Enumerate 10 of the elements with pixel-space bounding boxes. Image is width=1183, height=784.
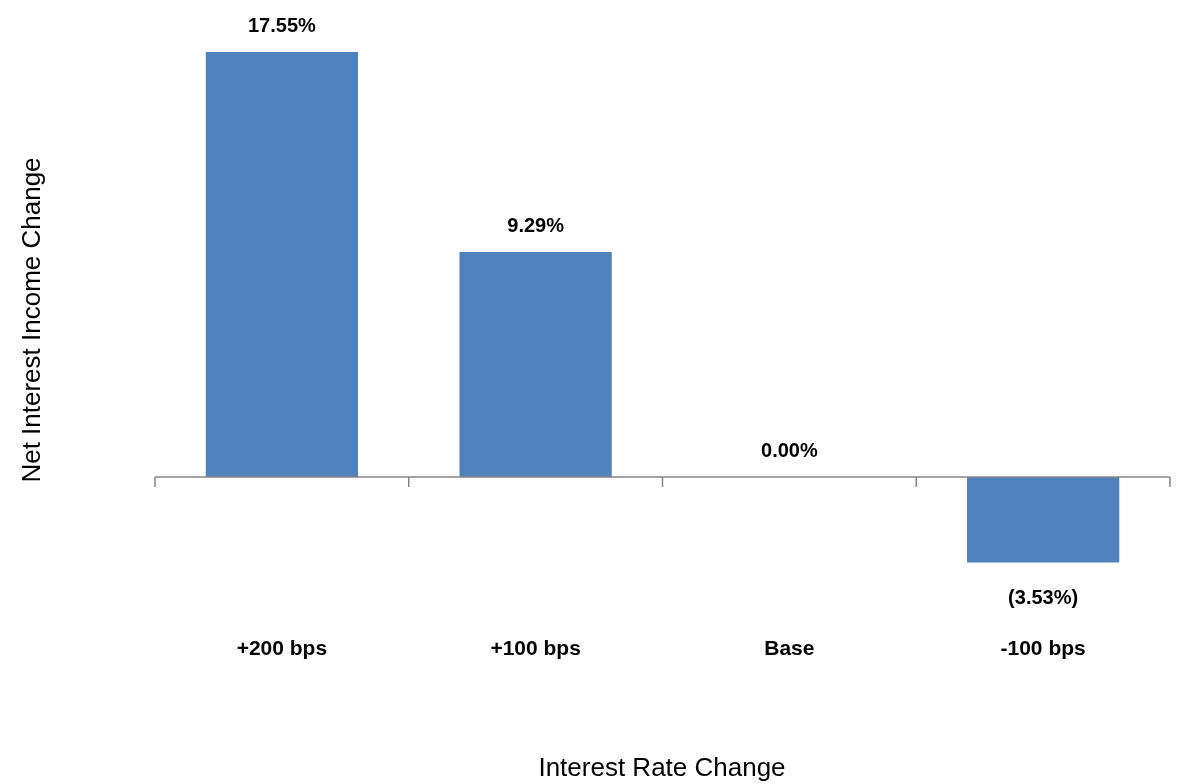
data-label: 17.55% — [247, 14, 316, 36]
x-tick-label: -100 bps — [1000, 636, 1086, 659]
data-label: 0.00% — [761, 439, 818, 461]
x-tick-label: Base — [764, 636, 815, 659]
x-tick-label: +200 bps — [236, 636, 328, 659]
y-axis-title: Net Interest Income Change — [16, 157, 46, 483]
x-tick-label: +100 bps — [490, 636, 581, 659]
data-label: (3.53%) — [1008, 586, 1079, 609]
data-label: 9.29% — [507, 214, 565, 237]
x-axis-title: Interest Rate Change — [538, 752, 786, 782]
